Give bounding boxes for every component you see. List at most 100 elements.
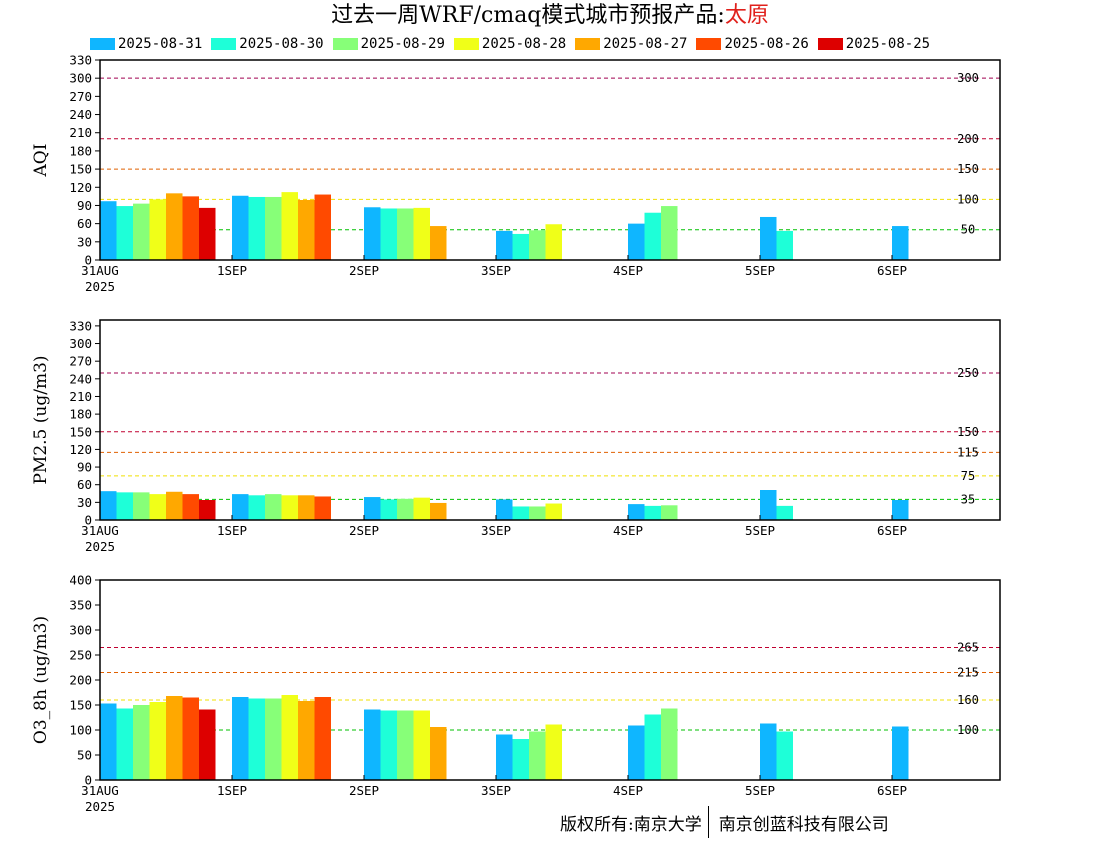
bar [776, 731, 793, 780]
bar [298, 701, 315, 780]
threshold-label: 200 [957, 132, 979, 146]
legend-swatch [817, 38, 843, 50]
bar [298, 200, 315, 260]
bar [133, 492, 150, 520]
legend-item: 2025-08-28 [453, 36, 567, 52]
bar [380, 499, 397, 520]
y-tick-label: 180 [69, 143, 92, 158]
legend-item: 2025-08-27 [575, 36, 687, 52]
legend-swatch [696, 38, 722, 50]
bar [298, 495, 315, 520]
x-tick-label: 3SEP [481, 783, 511, 798]
y-tick-label: 210 [69, 125, 92, 140]
legend-label: 2025-08-28 [481, 36, 567, 52]
bar [628, 725, 645, 780]
y-tick-label: 270 [69, 89, 92, 104]
x-tick-label: 6SEP [877, 523, 907, 538]
x-tick-label: 5SEP [745, 263, 775, 278]
bar [545, 503, 562, 520]
legend-item: 2025-08-31 [90, 36, 202, 52]
legend-label: 2025-08-31 [118, 36, 203, 52]
copyright-right: 南京创蓝科技有限公司 [718, 814, 889, 835]
legend-label: 2025-08-26 [724, 36, 809, 52]
y-tick-label: 0 [84, 773, 92, 788]
chart-panel: 250 150 115 75 35 0 30 60 90 120 150 180 210 240 270 30… [31, 318, 1001, 554]
bar [545, 224, 562, 260]
bar [364, 497, 381, 520]
legend-item: 2025-08-25 [817, 36, 930, 52]
legend-swatch [90, 38, 115, 50]
bar [232, 494, 249, 520]
bar [644, 212, 661, 260]
bar [430, 727, 447, 780]
y-tick-label: 0 [84, 513, 92, 528]
x-tick-label: 5SEP [745, 523, 775, 538]
y-tick-label: 30 [77, 234, 92, 249]
bar [232, 697, 249, 780]
x-tick-label: 6SEP [877, 263, 907, 278]
x-tick-label: 2SEP [349, 783, 379, 798]
bar [100, 703, 117, 780]
bar [413, 207, 430, 260]
bar [248, 196, 265, 260]
y-tick-label: 0 [84, 253, 92, 268]
bar [133, 705, 150, 780]
bar [133, 203, 150, 260]
bar [892, 500, 909, 520]
bar [232, 195, 249, 260]
bar [314, 697, 331, 780]
bar [413, 497, 430, 520]
bar [199, 500, 216, 520]
bar [760, 216, 777, 260]
bar [496, 734, 513, 780]
y-tick-label: 350 [69, 598, 92, 613]
legend: 2025-08-31 2025-08-30 2025-08-29 2025-08-28… [90, 36, 939, 52]
y-tick-label: 50 [77, 748, 92, 763]
bar [149, 199, 166, 260]
chart-title: 过去一周WRF/cmaq模式城市预报产品:太原 [0, 0, 1100, 32]
threshold-label: 100 [957, 723, 979, 737]
bar [529, 506, 546, 520]
bar [496, 499, 513, 520]
x-tick-label: 2SEP [349, 263, 379, 278]
bar [182, 697, 199, 780]
chart-panel: 265 215 160 100 0 50 100 150 200 250 300 350 400 31AU… [31, 573, 1001, 814]
bar [199, 709, 216, 780]
bar [265, 196, 282, 260]
x-tick-label: 1SEP [217, 523, 247, 538]
bar [364, 207, 381, 260]
bar [281, 695, 298, 780]
x-tick-label: 1SEP [217, 783, 247, 798]
x-tick-label: 3SEP [481, 523, 511, 538]
y-tick-label: 150 [69, 424, 92, 439]
bar [529, 230, 546, 260]
x-tick-label: 31AUG [81, 783, 119, 798]
bar [314, 496, 331, 520]
bar [892, 726, 909, 780]
bar [397, 498, 414, 520]
bar [661, 708, 678, 780]
y-tick-label: 120 [69, 442, 92, 457]
y-tick-label: 300 [69, 71, 92, 86]
threshold-label: 160 [957, 693, 979, 707]
legend-swatch [453, 38, 479, 50]
bar [166, 193, 183, 260]
bar [265, 698, 282, 780]
bar [397, 208, 414, 260]
x-tick-label: 2SEP [349, 523, 379, 538]
bar [413, 710, 430, 780]
y-tick-label: 120 [69, 180, 92, 195]
bar [380, 710, 397, 780]
bar [149, 702, 166, 780]
bar [644, 714, 661, 780]
x-tick-sublabel: 2025 [85, 279, 115, 294]
bar [512, 739, 529, 780]
bar [100, 201, 117, 260]
bar [116, 708, 133, 780]
y-axis-label: AQI [31, 144, 51, 178]
threshold-label: 50 [961, 223, 975, 237]
threshold-label: 300 [957, 71, 979, 85]
bar [628, 504, 645, 520]
bar [760, 723, 777, 780]
